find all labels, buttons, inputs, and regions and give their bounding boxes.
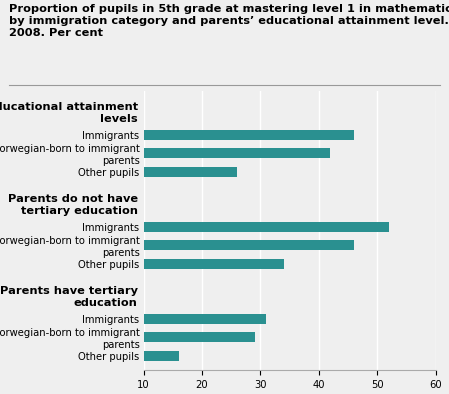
Bar xyxy=(85,167,237,177)
Text: Parents have tertiary
education: Parents have tertiary education xyxy=(0,286,138,308)
Bar xyxy=(85,130,354,140)
Text: All educational attainment
levels: All educational attainment levels xyxy=(0,102,138,123)
Bar xyxy=(85,314,266,324)
Bar xyxy=(85,258,284,269)
Bar xyxy=(85,332,255,342)
Bar xyxy=(85,222,389,232)
Bar xyxy=(85,148,330,158)
Text: Parents do not have
tertiary education: Parents do not have tertiary education xyxy=(8,194,138,216)
Bar xyxy=(85,351,179,361)
Text: Proportion of pupils in 5th grade at mastering level 1 in mathematics,
by immigr: Proportion of pupils in 5th grade at mas… xyxy=(9,4,449,37)
Bar xyxy=(85,240,354,250)
